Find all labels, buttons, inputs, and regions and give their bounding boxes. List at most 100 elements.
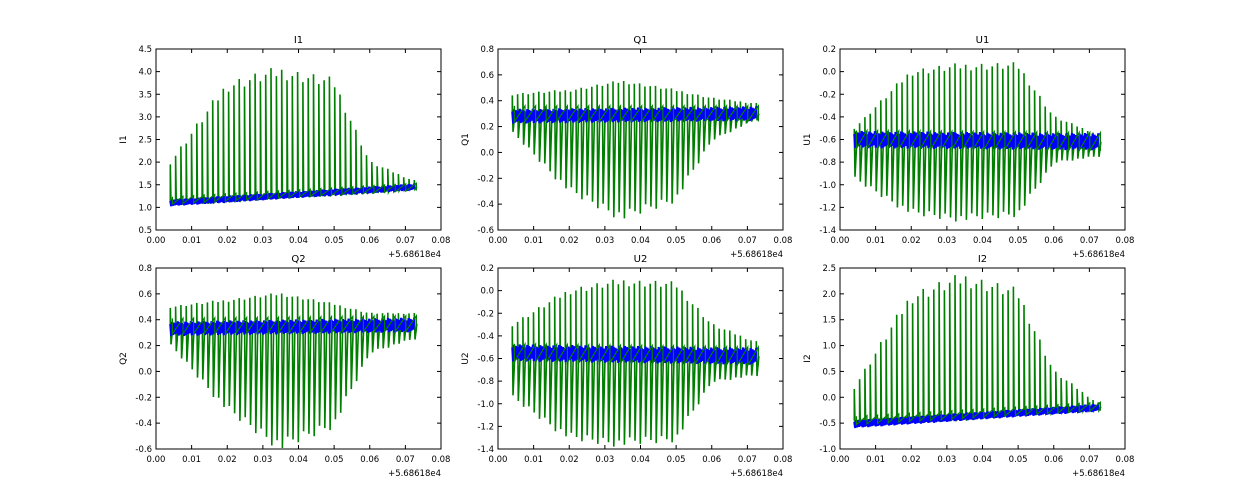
x-tick-label: 0.06 bbox=[1044, 455, 1063, 465]
y-tick-label: -0.2 bbox=[819, 90, 836, 100]
x-tick-label: 0.04 bbox=[289, 236, 308, 246]
x-tick-label: 0.00 bbox=[489, 236, 508, 246]
y-tick-label: -1.0 bbox=[819, 445, 836, 455]
series-data-overlay bbox=[855, 128, 1102, 153]
y-tick-label: 0.2 bbox=[822, 45, 836, 55]
y-axis-label: I2 bbox=[803, 354, 813, 362]
y-tick-label: -0.4 bbox=[477, 332, 494, 342]
y-tick-label: 2.5 bbox=[822, 264, 836, 274]
y-tick-label: 0.8 bbox=[480, 45, 494, 55]
plot-area bbox=[511, 80, 760, 219]
y-tick-label: 0.0 bbox=[822, 68, 836, 78]
series-data-overlay bbox=[513, 103, 760, 124]
x-tick-label: 0.04 bbox=[973, 455, 992, 465]
x-tick-label: 0.07 bbox=[1080, 455, 1099, 465]
x-tick-label: 0.02 bbox=[902, 236, 921, 246]
series-data-line bbox=[169, 68, 418, 206]
y-tick-label: 0.5 bbox=[822, 367, 836, 377]
subplot-title: U2 bbox=[634, 254, 648, 265]
y-tick-label: 0.6 bbox=[480, 71, 494, 81]
x-tick-label: 0.02 bbox=[560, 236, 579, 246]
plot-area bbox=[169, 68, 418, 207]
x-tick-label: 0.05 bbox=[667, 455, 686, 465]
y-tick-label: -1.0 bbox=[819, 181, 836, 191]
x-tick-label: 0.08 bbox=[432, 236, 451, 246]
y-tick-label: 0.5 bbox=[138, 226, 152, 236]
x-tick-label: 0.08 bbox=[1116, 236, 1135, 246]
plot-area bbox=[169, 293, 418, 449]
y-tick-label: -0.6 bbox=[477, 226, 494, 236]
y-tick-label: 1.5 bbox=[138, 181, 152, 191]
y-tick-label: -0.6 bbox=[135, 445, 152, 455]
y-tick-label: 1.5 bbox=[822, 316, 836, 326]
y-tick-label: 3.5 bbox=[138, 90, 152, 100]
x-tick-label: 0.05 bbox=[667, 236, 686, 246]
subplot-title: I1 bbox=[294, 35, 303, 46]
x-tick-label: 0.05 bbox=[325, 236, 344, 246]
y-axis-label: U1 bbox=[803, 133, 813, 145]
y-tick-label: 0.2 bbox=[480, 264, 494, 274]
x-tick-label: 0.01 bbox=[524, 455, 543, 465]
x-tick-label: 0.03 bbox=[937, 236, 956, 246]
x-tick-label: 0.06 bbox=[702, 236, 721, 246]
y-tick-label: 0.2 bbox=[138, 342, 152, 352]
x-tick-label: 0.03 bbox=[595, 455, 614, 465]
y-tick-label: -0.2 bbox=[135, 393, 152, 403]
subplot-i2: 0.00 0.01 0.02 0.03 0.04 0.05 0.06 0.07 0.08 -1.0… bbox=[803, 254, 1134, 479]
x-tick-label: 0.01 bbox=[182, 236, 201, 246]
y-tick-label: -1.2 bbox=[477, 422, 494, 432]
subplot-title: Q1 bbox=[633, 35, 647, 46]
y-tick-label: -0.4 bbox=[819, 113, 836, 123]
y-tick-label: -0.8 bbox=[819, 158, 836, 168]
y-tick-label: 0.8 bbox=[138, 264, 152, 274]
y-tick-label: -1.0 bbox=[477, 400, 494, 410]
subplot-title: I2 bbox=[978, 254, 987, 265]
x-tick-label: 0.06 bbox=[702, 455, 721, 465]
series-data-overlay bbox=[171, 182, 417, 206]
x-tick-label: 0.04 bbox=[289, 455, 308, 465]
plot-area bbox=[511, 279, 760, 447]
series-data-line bbox=[169, 293, 418, 449]
y-tick-label: -1.4 bbox=[477, 445, 494, 455]
series-model-line bbox=[853, 130, 1100, 151]
x-offset-label: +5.68618e4 bbox=[1072, 250, 1125, 260]
x-tick-label: 0.05 bbox=[1009, 236, 1028, 246]
x-offset-label: +5.68618e4 bbox=[388, 469, 441, 479]
x-tick-label: 0.03 bbox=[595, 236, 614, 246]
x-offset-label: +5.68618e4 bbox=[730, 469, 783, 479]
x-offset-label: +5.68618e4 bbox=[388, 250, 441, 260]
x-tick-label: 0.05 bbox=[325, 455, 344, 465]
x-tick-label: 0.08 bbox=[774, 455, 793, 465]
x-tick-label: 0.01 bbox=[866, 455, 885, 465]
y-tick-label: 0.0 bbox=[138, 367, 152, 377]
y-tick-label: 1.0 bbox=[138, 203, 152, 213]
y-axis-label: I1 bbox=[119, 135, 129, 143]
subplot-title: Q2 bbox=[291, 254, 305, 265]
x-tick-label: 0.06 bbox=[360, 236, 379, 246]
y-tick-label: -0.8 bbox=[477, 377, 494, 387]
x-tick-label: 0.04 bbox=[631, 236, 650, 246]
y-tick-label: -0.4 bbox=[477, 200, 494, 210]
y-tick-label: -1.2 bbox=[819, 203, 836, 213]
series-data-line bbox=[853, 275, 1102, 427]
x-tick-label: 0.00 bbox=[489, 455, 508, 465]
y-tick-label: 4.0 bbox=[138, 68, 152, 78]
x-tick-label: 0.02 bbox=[560, 455, 579, 465]
x-tick-label: 0.02 bbox=[218, 455, 237, 465]
y-tick-label: 0.6 bbox=[138, 290, 152, 300]
x-tick-label: 0.06 bbox=[1044, 236, 1063, 246]
series-data-line bbox=[511, 279, 760, 447]
x-tick-label: 0.01 bbox=[866, 236, 885, 246]
subplot-u2: 0.00 0.01 0.02 0.03 0.04 0.05 0.06 0.07 0.08 -1.4… bbox=[461, 254, 792, 479]
x-tick-label: 0.08 bbox=[432, 455, 451, 465]
series-data-overlay bbox=[855, 401, 1102, 426]
plot-area bbox=[853, 62, 1102, 222]
subplot-i1: 0.00 0.01 0.02 0.03 0.04 0.05 0.06 0.07 0.08 0.5 1… bbox=[119, 35, 450, 260]
x-tick-label: 0.01 bbox=[182, 455, 201, 465]
series-data-line bbox=[511, 80, 760, 219]
x-tick-label: 0.02 bbox=[902, 455, 921, 465]
y-tick-label: -0.2 bbox=[477, 174, 494, 184]
y-tick-label: 0.0 bbox=[822, 393, 836, 403]
subplot-title: U1 bbox=[976, 35, 990, 46]
x-tick-label: 0.08 bbox=[774, 236, 793, 246]
